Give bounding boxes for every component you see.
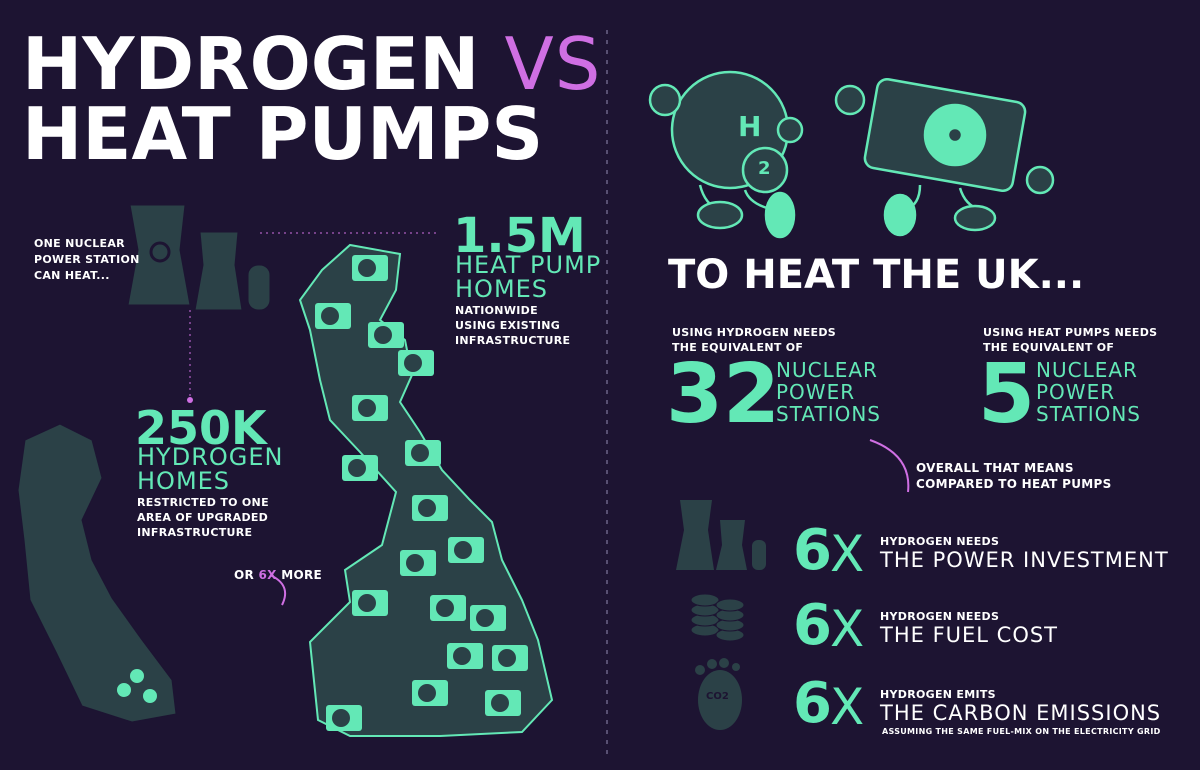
title-line: HEAT PUMPS [22,92,544,176]
title-line: HYDROGEN [22,22,480,106]
fact-lead: HYDROGEN NEEDS [880,535,1000,548]
caption: CAN HEAT... [34,269,110,282]
pump-fan [358,399,376,417]
note: NATIONWIDE [455,304,538,317]
power-station-small [676,500,766,570]
map-heat-pumps [315,255,528,731]
caption: POWER STATION [34,253,140,266]
power-station-icon [127,204,271,311]
fact-note: ASSUMING THE SAME FUEL-MIX ON THE ELECTR… [882,727,1161,736]
arrow [269,574,286,606]
comparison-text: OR [234,568,255,582]
intro: USING HYDROGEN NEEDS [672,326,837,339]
pump-fan [406,554,424,572]
fact-times: X [830,525,866,583]
pump-fan [332,709,350,727]
figure: 5 [978,347,1036,442]
map-small [17,423,177,723]
fact-text: THE POWER INVESTMENT [880,548,1169,572]
connector-dot [187,397,193,403]
pump-fan [436,599,454,617]
unit: STATIONS [776,402,882,426]
fact-times: X [830,678,866,736]
pump-fan [411,444,429,462]
character-letter: H [738,110,762,143]
summary: COMPARED TO HEAT PUMPS [916,477,1112,491]
caption: ONE NUCLEAR [34,237,125,250]
pump-fan [358,594,376,612]
summary: OVERALL THAT MEANS [916,461,1074,475]
intro: USING HEAT PUMPS NEEDS [983,326,1158,339]
character-digit: 2 [758,158,771,179]
fact-text: THE CARBON EMISSIONS [880,701,1162,725]
fact-lead: HYDROGEN EMITS [880,688,996,701]
label: HEAT PUMP [455,251,602,279]
heading: TO HEAT THE UK... [668,252,1085,298]
arrow [869,439,910,493]
unit: POWER [776,380,856,404]
fact-number: 6 [793,671,832,736]
label: HOMES [137,467,231,495]
figure: 1.5M [453,208,586,264]
note: INFRASTRUCTURE [137,526,253,539]
pump-fan [321,307,339,325]
label: HOMES [455,275,549,303]
note: INFRASTRUCTURE [455,334,571,347]
radiation-symbol [149,241,171,263]
unit: POWER [1036,380,1116,404]
pump-fan [491,694,509,712]
fact-text: THE FUEL COST [880,623,1059,647]
unit: NUCLEAR [776,358,878,382]
pump-fan [453,647,471,665]
comparison-highlight: 6X [258,568,277,582]
h2-icons [117,669,157,703]
note: AREA OF UPGRADED [137,511,269,524]
unit: NUCLEAR [1036,358,1138,382]
figure: 32 [666,347,781,442]
heat-pump-character [834,77,1055,237]
pump-fan [348,459,366,477]
note: RESTRICTED TO ONE [137,496,269,509]
pump-fan [374,326,392,344]
pump-fan [418,684,436,702]
pump-fan [498,649,516,667]
coins-icon [690,593,745,642]
comparison: OR 6X MORE [234,569,322,581]
unit: STATIONS [1036,402,1142,426]
hydrogen-character [648,70,804,239]
fact-times: X [830,600,866,658]
pump-fan [454,541,472,559]
footprint-label: CO2 [706,691,729,702]
title-vs: VS [504,22,602,106]
comparison-text: MORE [281,568,322,582]
fact-number: 6 [793,593,832,658]
title: HYDROGEN VS [22,28,601,100]
fact-number: 6 [793,518,832,583]
pump-fan [404,354,422,372]
figure: 250K [135,401,267,455]
intro: THE EQUIVALENT OF [672,341,804,354]
footprint-icon [695,658,742,730]
pump-fan [418,499,436,517]
fact-lead: HYDROGEN NEEDS [880,610,1000,623]
pump-fan [358,259,376,277]
label: HYDROGEN [137,443,284,471]
pump-fan [476,609,494,627]
intro: THE EQUIVALENT OF [983,341,1115,354]
note: USING EXISTING [455,319,561,332]
